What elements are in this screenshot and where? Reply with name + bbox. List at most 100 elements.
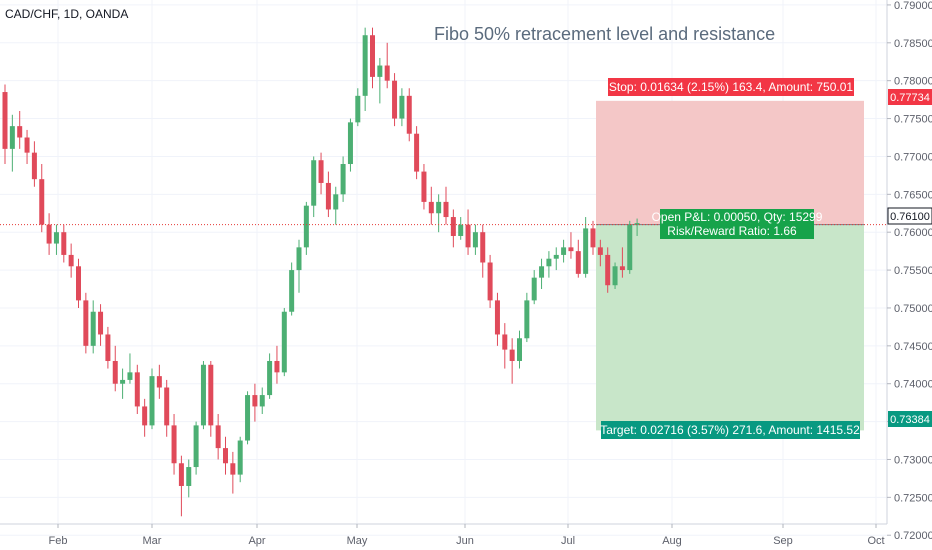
candle-body: [134, 372, 140, 407]
target-label-box: [601, 421, 860, 439]
candle-body: [406, 95, 412, 134]
symbol-title[interactable]: CAD/CHF, 1D, OANDA: [5, 7, 128, 21]
chart-annotation: Fibo 50% retracement level and resistanc…: [434, 24, 775, 44]
candle-body: [31, 152, 37, 180]
y-tick-label: 0.72000: [894, 530, 932, 542]
candle-body: [531, 277, 537, 301]
candle-body: [517, 338, 522, 361]
candle-body: [245, 395, 251, 441]
candle-body: [627, 224, 633, 271]
candle-body: [149, 376, 155, 426]
candle-body: [303, 205, 309, 248]
candle-body: [9, 126, 15, 149]
candle-body: [494, 300, 500, 335]
candle-body: [61, 232, 67, 255]
candle-body: [421, 171, 427, 202]
candle-body: [414, 133, 420, 172]
x-tick-label: Oct: [867, 535, 884, 547]
x-tick-label: Jul: [561, 535, 575, 547]
candle-body: [605, 254, 611, 286]
y-tick-label: 0.75500: [894, 265, 932, 277]
stop-label-box: [608, 78, 854, 96]
candle-body: [472, 232, 478, 248]
candle-body: [178, 463, 184, 486]
y-tick-label: 0.77000: [894, 151, 932, 163]
candle-body: [17, 126, 23, 138]
target-label: Target: 0.02716 (3.57%) 271.6, Amount: 1…: [600, 423, 860, 437]
candle-body: [171, 425, 177, 464]
pnl-label-box: [660, 209, 814, 239]
time-axis[interactable]: Feb Mar Apr May Jun Jul Aug Sep Oct: [0, 523, 887, 547]
risk-reward-label: Risk/Reward Ratio: 1.66: [667, 224, 797, 238]
candle-body: [53, 232, 59, 244]
candle-body: [524, 300, 530, 339]
candle-body: [458, 224, 464, 236]
candle-body: [39, 179, 45, 225]
candle-body: [112, 360, 118, 384]
candle-body: [2, 92, 8, 149]
candle-body: [377, 65, 383, 77]
candle-body: [325, 182, 331, 210]
candle-body: [436, 201, 442, 214]
y-tick-label: 0.76000: [894, 227, 932, 239]
candle-body: [634, 223, 640, 225]
candle-body: [399, 95, 405, 119]
stop-zone: [596, 100, 864, 225]
candle-body: [127, 372, 133, 380]
candle-body: [450, 217, 456, 236]
stop-price-tag: [888, 89, 932, 105]
x-tick-label: May: [347, 535, 368, 547]
candle-body: [502, 334, 508, 350]
x-tick-label: Mar: [143, 535, 162, 547]
candle-body: [223, 448, 228, 464]
candle-body: [619, 266, 625, 271]
x-tick-label: Feb: [49, 535, 68, 547]
candle-body: [347, 122, 353, 165]
target-zone: [596, 224, 864, 431]
candle-body: [583, 228, 589, 274]
y-tick-label: 0.73000: [894, 454, 932, 466]
candle-body: [237, 440, 243, 475]
open-pnl-label: Open P&L: 0.00050, Qty: 15299: [652, 210, 823, 224]
stop-label: Stop: 0.01634 (2.15%) 163.4, Amount: 750…: [609, 80, 854, 94]
candle-body: [164, 387, 170, 426]
candle-body: [575, 251, 581, 274]
candle-body: [443, 201, 449, 218]
candle-body: [296, 247, 302, 271]
candle-body: [200, 364, 206, 426]
candle-body: [561, 247, 567, 255]
candle-body: [98, 311, 104, 335]
candle-body: [428, 201, 434, 214]
price-axis[interactable]: 0.79000 0.78500 0.78000 0.77500 0.77000 0.765…: [886, 0, 932, 542]
target-price-text: 0.73384: [890, 414, 930, 426]
y-tick-label: 0.78500: [894, 38, 932, 50]
candle-body: [333, 194, 339, 210]
candle-body: [509, 349, 515, 361]
y-tick-label: 0.76500: [894, 189, 932, 201]
candle-body: [68, 254, 74, 267]
candlestick-series: [2, 27, 640, 517]
candle-body: [480, 232, 486, 263]
current-price-text: 0.76100: [890, 211, 930, 223]
y-tick-label: 0.78000: [894, 76, 932, 88]
candle-body: [318, 160, 324, 183]
candle-body: [384, 65, 390, 81]
candle-body: [539, 266, 545, 278]
chart-overlay: Stop: 0.01634 (2.15%) 163.4, Amount: 750…: [0, 7, 887, 439]
y-tick-label: 0.72500: [894, 492, 932, 504]
candle-body: [311, 160, 317, 206]
y-tick-label: 0.74500: [894, 341, 932, 353]
candle-body: [487, 262, 493, 301]
candle-body: [465, 224, 471, 248]
candle-body: [612, 266, 618, 286]
candle-body: [370, 35, 375, 77]
current-price-tag: [887, 207, 932, 225]
candle-body: [590, 228, 596, 248]
y-tick-label: 0.79000: [894, 0, 932, 12]
candle-body: [230, 463, 236, 475]
y-tick-label: 0.74000: [894, 379, 932, 391]
x-tick-label: Aug: [662, 535, 682, 547]
candle-body: [267, 360, 273, 396]
candle-body: [156, 376, 162, 388]
